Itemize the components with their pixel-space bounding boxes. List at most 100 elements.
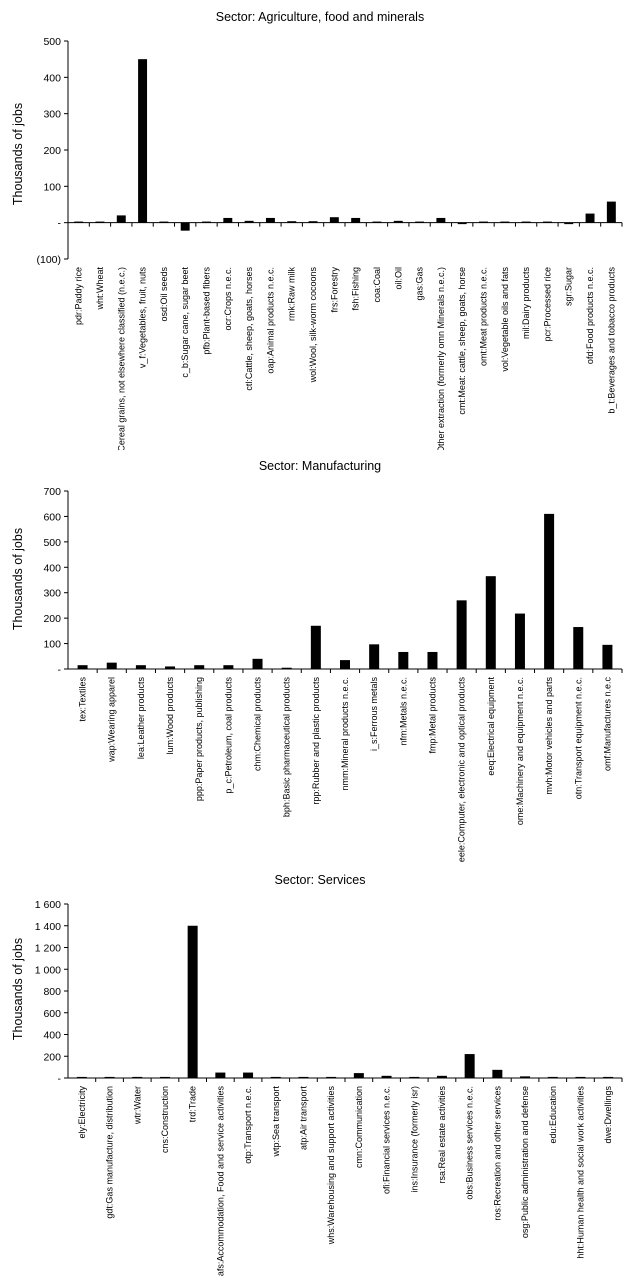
bar [544,513,555,669]
chart-marks: - 200 400 600 800 1 000 1 200 1 400 1 600 ely:Ele… [35,899,623,1277]
category-label: rsa:Real estate activities [437,1086,447,1184]
category-label: wap:Wearing apparel [107,677,117,763]
y-tick-label: 1 200 [35,943,61,955]
category-label: trd:Trade [188,1086,198,1122]
category-label: ctl:Cattle, sheep, goats, horses [244,267,254,391]
bar [547,1076,558,1079]
y-tick-label: 400 [43,1030,61,1042]
bar [77,665,88,669]
bar [270,1076,281,1079]
y-tick-label: 300 [43,588,61,600]
chart-title: Sector: Agriculture, food and minerals [216,10,424,24]
bar [427,651,438,669]
bar [281,667,292,669]
y-tick-label: 600 [43,511,61,523]
bar [409,1076,420,1079]
category-label: pdr:Paddy rice [74,267,84,325]
category-label: wht:Wheat [95,267,105,311]
category-label: omt:Meat products n.e.c. [479,267,489,366]
category-label: rpp:Rubber and plastic products [311,677,321,805]
category-label: wtr:Water [132,1086,142,1125]
category-label: pfb:Plant-based fibers [202,267,212,355]
category-label: vol:Vegetable oils and fats [500,267,510,372]
category-label: otp:Transport n.e.c. [243,1086,253,1164]
y-tick-label: 500 [43,36,61,48]
bar [521,221,531,223]
category-label: oap:Animal products n.e.c. [265,267,275,374]
category-label: lum:Wood products [165,677,175,755]
y-axis-label: Thousands of jobs [11,528,25,630]
category-label: bph:Basic pharmaceutical products [282,677,292,818]
y-tick-label: 1 000 [35,964,61,976]
bar [456,600,467,669]
category-label: whs:Warehousing and support activities [326,1086,336,1246]
bar [398,651,409,669]
bar [132,1076,143,1079]
bar [393,220,403,223]
y-tick-label: 700 [43,486,61,498]
category-label: ely:Electricity [77,1086,87,1139]
chart-marks: - 100 200 300 400 500 600 700 tex:Textiles wap:We… [43,486,623,863]
bar [252,658,263,669]
bar [244,220,254,223]
category-label: osd:Oil seeds [159,267,169,322]
y-axis-label: Thousands of jobs [11,938,25,1040]
category-label: atp:Air transport [298,1086,308,1151]
bar [457,222,467,225]
bar [215,1072,226,1078]
category-label: lea:Leather products [136,677,146,760]
y-tick-label: 300 [43,109,61,121]
category-label: oil:Oil [393,267,403,290]
chart-marks: (100) - 100 200 300 400 500 pdr:Paddy rice wht:W… [36,36,623,450]
bar [308,221,318,223]
bar [369,644,380,669]
category-label: sgr:Sugar [564,267,574,306]
y-tick-label: - [58,1073,62,1085]
bar [575,1076,586,1079]
bar [187,925,198,1078]
category-label: fsh:Fishing [351,267,361,311]
bar [76,1076,87,1079]
bar [298,1076,309,1079]
bar [180,222,190,231]
bar [326,1076,337,1079]
bar [520,1076,531,1078]
chart-agriculture-panel: Sector: Agriculture, food and minerals T… [0,0,642,450]
bar [116,215,126,223]
category-label: wtp:Sea transport [271,1086,281,1158]
bar [243,1072,254,1078]
category-label: cmt:Meat: cattle, sheep, goats, horse [457,267,467,415]
y-tick-label: 600 [43,1008,61,1020]
category-label: pcr:Processed rice [542,267,552,342]
category-label: c_b:Sugar cane, sugar beet [180,267,190,378]
bar [223,665,234,669]
category-label: eele:Computer, electronic and optical pr… [457,677,467,863]
bar [159,1076,170,1079]
y-tick-label: 400 [43,72,61,84]
category-label: cmn:Communication [354,1086,364,1168]
category-label: afs:Accommodation, Food and service acti… [215,1086,225,1277]
category-label: otn:Transport equipment n.e.c. [573,677,583,799]
y-tick-label: (100) [36,254,61,266]
category-label: eeq:Electrical equipment [486,677,496,776]
bar [415,221,425,223]
y-tick-label: 800 [43,986,61,998]
category-label: ins:Insurance (formerly isr) [409,1086,419,1193]
category-label: gro:Cereal grains, not elsewhere classif… [116,267,126,450]
bar [514,613,525,669]
bar [194,665,205,669]
y-tick-label: - [58,664,62,676]
category-label: mil:Dairy products [521,267,531,340]
chart-title: Sector: Services [274,873,365,887]
bar [329,217,339,223]
bar [287,221,297,223]
bar [223,217,233,223]
category-label: ofi:Financial services n.e.c. [382,1086,392,1194]
bar [573,627,584,669]
bar [500,221,510,223]
chart-agriculture: Sector: Agriculture, food and minerals T… [11,10,623,450]
category-label: frs:Forestry [329,267,339,313]
chart-services-panel: Sector: Services Thousands of jobs - 200 4… [0,870,642,1288]
y-tick-label: 400 [43,562,61,574]
category-label: nmm:Mineral products n.e.c. [340,677,350,791]
